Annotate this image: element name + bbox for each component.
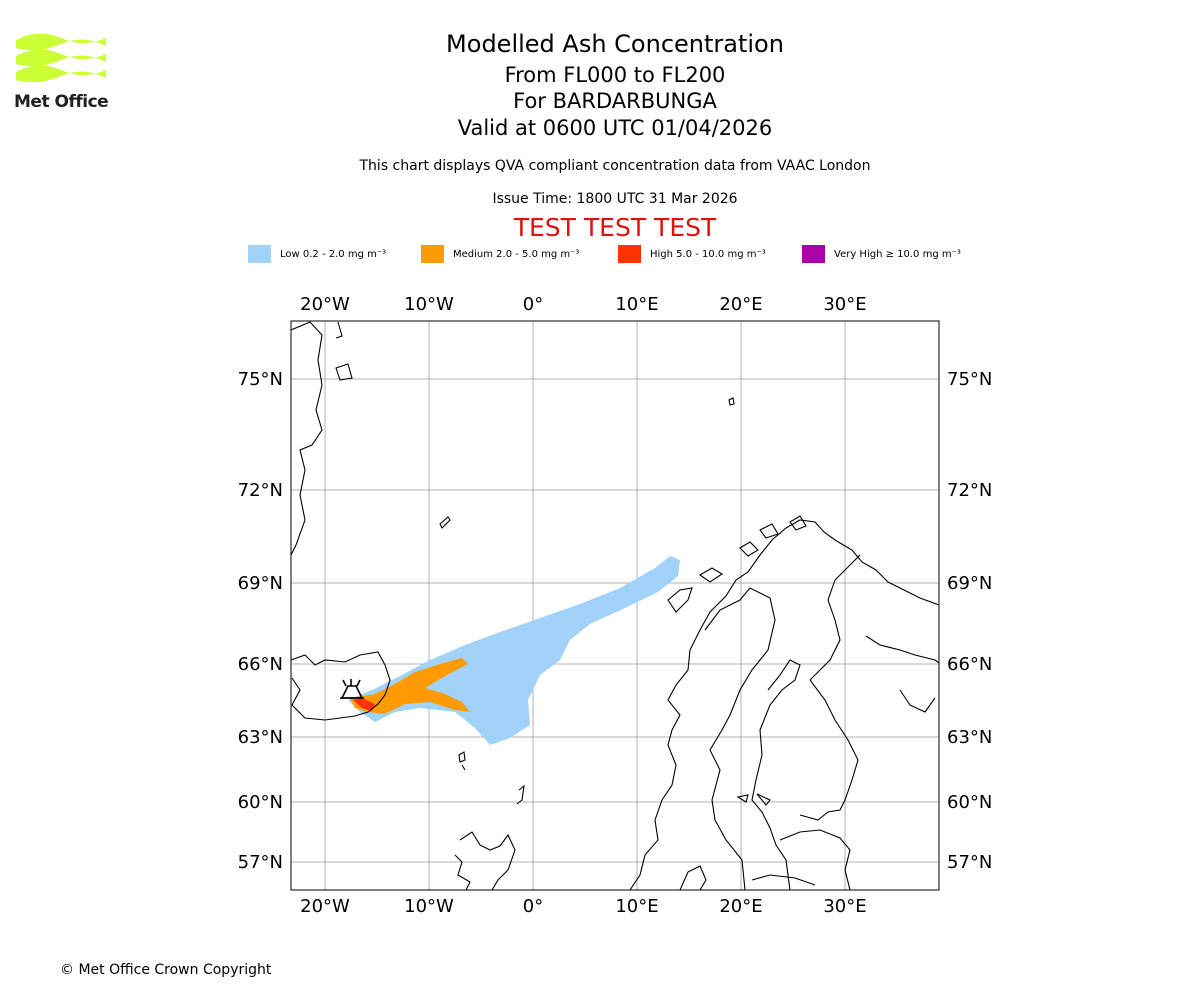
map-frame xyxy=(290,320,940,891)
copyright-notice: © Met Office Crown Copyright xyxy=(60,962,272,978)
lon-labels-top: 20°W 10°W 0° 10°E 20°E 30°E xyxy=(300,294,866,315)
lat-label: 72°N xyxy=(947,480,992,501)
lon-label: 30°E xyxy=(823,294,866,315)
lat-label: 69°N xyxy=(238,573,283,594)
lon-labels-bottom: 20°W 10°W 0° 10°E 20°E 30°E xyxy=(300,896,866,917)
lat-label: 60°N xyxy=(238,792,283,813)
lon-label: 10°W xyxy=(404,294,454,315)
chart-title: Modelled Ash Concentration xyxy=(446,30,784,58)
lat-labels-right: 75°N 72°N 69°N 66°N 63°N 60°N 57°N xyxy=(947,369,992,873)
lat-label: 66°N xyxy=(947,654,992,675)
lon-label: 10°E xyxy=(615,896,658,917)
lat-label: 72°N xyxy=(238,480,283,501)
legend-very-high: Very High ≥ 10.0 mg m⁻³ xyxy=(802,244,961,264)
flight-level-range: From FL000 to FL200 xyxy=(504,63,726,87)
valid-time: Valid at 0600 UTC 01/04/2026 xyxy=(457,116,773,140)
lat-label: 75°N xyxy=(947,369,992,390)
ash-low-region xyxy=(348,556,680,745)
lat-label: 63°N xyxy=(947,727,992,748)
legend-low: Low 0.2 - 2.0 mg m⁻³ xyxy=(248,244,386,264)
lon-label: 20°W xyxy=(300,896,350,917)
legend-high: High 5.0 - 10.0 mg m⁻³ xyxy=(618,244,766,264)
legend-medium: Medium 2.0 - 5.0 mg m⁻³ xyxy=(421,244,579,264)
legend-very-high-label: Very High ≥ 10.0 mg m⁻³ xyxy=(834,248,961,260)
lon-label: 20°E xyxy=(719,294,762,315)
lat-label: 60°N xyxy=(947,792,992,813)
lon-label: 0° xyxy=(523,294,543,315)
volcano-name: For BARDARBUNGA xyxy=(513,89,717,113)
ash-medium-region xyxy=(350,658,470,714)
lat-label: 63°N xyxy=(238,727,283,748)
legend-low-swatch xyxy=(248,245,271,263)
lat-labels-left: 75°N 72°N 69°N 66°N 63°N 60°N 57°N xyxy=(238,369,283,873)
legend-medium-swatch xyxy=(421,245,444,263)
lon-label: 10°W xyxy=(404,896,454,917)
lat-label: 75°N xyxy=(238,369,283,390)
legend-high-swatch xyxy=(618,245,641,263)
legend-high-label: High 5.0 - 10.0 mg m⁻³ xyxy=(650,248,766,260)
test-banner: TEST TEST TEST xyxy=(513,213,717,242)
ash-high-region xyxy=(353,698,375,711)
lat-label: 69°N xyxy=(947,573,992,594)
coastlines xyxy=(291,321,939,890)
graticule xyxy=(291,321,939,890)
lat-label: 57°N xyxy=(947,852,992,873)
legend-medium-label: Medium 2.0 - 5.0 mg m⁻³ xyxy=(453,248,580,260)
issue-time: Issue Time: 1800 UTC 31 Mar 2026 xyxy=(492,191,738,207)
lat-label: 57°N xyxy=(238,852,283,873)
met-office-logo-icon xyxy=(16,33,106,83)
volcano-marker-icon xyxy=(340,679,364,699)
qva-note: This chart displays QVA compliant concen… xyxy=(359,158,871,174)
lat-label: 66°N xyxy=(238,654,283,675)
legend-very-high-swatch xyxy=(802,245,825,263)
lon-label: 20°E xyxy=(719,896,762,917)
lon-label: 10°E xyxy=(615,294,658,315)
lon-label: 20°W xyxy=(300,294,350,315)
legend-low-label: Low 0.2 - 2.0 mg m⁻³ xyxy=(280,248,387,260)
lon-label: 30°E xyxy=(823,896,866,917)
lon-label: 0° xyxy=(523,896,543,917)
met-office-logo-text: Met Office xyxy=(14,92,109,112)
